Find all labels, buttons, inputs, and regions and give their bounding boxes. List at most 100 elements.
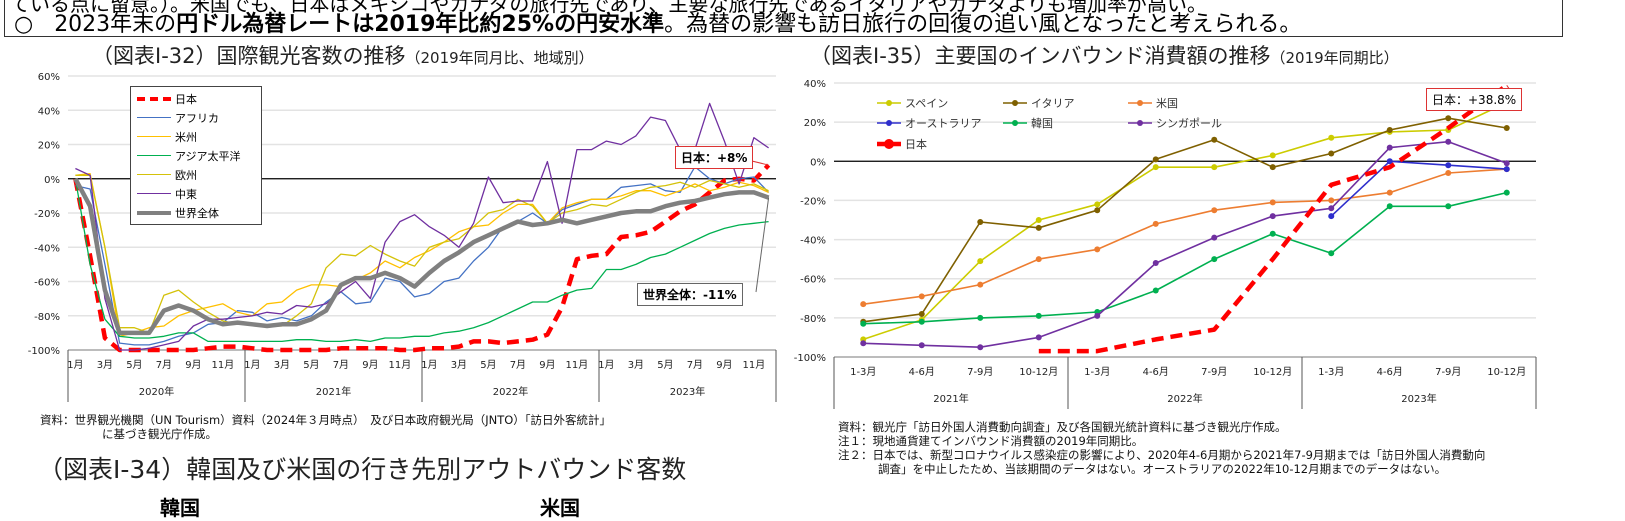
data-point [918, 342, 925, 349]
source-left: 資料：世界観光機関（UN Tourism）資料（2024年３月時点） 及び日本政… [40, 413, 611, 441]
legend-item: アフリカ [137, 108, 255, 127]
source-line: に基づき観光庁作成。 [102, 427, 217, 441]
x-tick-label: 3月 [451, 359, 467, 371]
x-tick-label: 1-3月 [1084, 366, 1110, 378]
y-tick-label: -40% [34, 243, 60, 254]
data-point [1386, 158, 1393, 165]
legend-label: アジア太平洋 [175, 149, 241, 163]
legend-item: 世界全体 [137, 203, 255, 222]
legend-label: 米州 [175, 130, 197, 144]
data-point [918, 310, 925, 317]
legend-marker [886, 120, 892, 126]
data-point [918, 318, 925, 325]
x-tick-label: 11月 [566, 359, 589, 371]
legend-marker [886, 100, 892, 106]
x-tick-label: 5月 [480, 359, 496, 371]
legend-label: 世界全体 [175, 206, 219, 220]
source-line: 資料：観光庁「訪日外国人消費動向調査」及び各国観光統計資料に基づき観光庁作成。 [838, 420, 1287, 434]
x-tick-label: 3月 [628, 359, 644, 371]
y-tick-label: -80% [34, 312, 60, 323]
x-tick-label: 7月 [687, 359, 703, 371]
legend-swatch [137, 96, 171, 101]
data-point [1035, 217, 1042, 223]
y-tick-label: 20% [38, 141, 60, 152]
next-chart-label-us: 米国 [540, 496, 580, 520]
data-point [860, 320, 867, 327]
legend-label: 中東 [175, 187, 197, 201]
x-tick-label: 4-6月 [909, 366, 935, 378]
annotation-japan: 日本：+8% [675, 146, 754, 169]
y-tick-label: -100% [794, 353, 826, 364]
x-tick-label: 5月 [303, 359, 319, 371]
subtitle-text: （2019年同月比、地域別） [405, 49, 594, 67]
x-tick-label: 1月 [67, 359, 83, 371]
cut-off-text-line: ている点に留意。）。米国でも、日本はメキシコやカナダの旅行先であり、主要な旅行先… [10, 0, 1207, 16]
legend-item: 中東 [137, 184, 255, 203]
data-point [1269, 230, 1276, 237]
bullet-text-post: 。為替の影響も訪日旅行の回復の追い風となったと考えられる。 [664, 12, 1302, 37]
y-tick-label: 0% [44, 175, 60, 186]
x-tick-label: 1月 [244, 359, 260, 371]
data-point [1211, 207, 1218, 214]
data-point [1094, 312, 1101, 319]
data-point [1035, 256, 1042, 263]
data-point [1152, 164, 1159, 171]
series-line [863, 117, 1507, 323]
legend-label: スペイン [905, 97, 948, 110]
annotation-japan: 日本：+38.8% [1426, 88, 1523, 111]
legend-marker [884, 139, 894, 149]
data-point [1211, 164, 1218, 171]
year-label: 2023年 [670, 385, 705, 398]
year-label: 2021年 [316, 385, 351, 398]
x-tick-label: 5月 [126, 359, 142, 371]
data-point [1094, 201, 1101, 208]
data-point [977, 344, 984, 351]
inbound-consumption-chart: 40% 20% 0% -20% -40% -60% -80% -100% 2021年 2022年 2… [794, 79, 1537, 409]
series-line [1038, 83, 1509, 354]
bullet-text-bold: 円ドル為替レートは2019年比約25%の円安水準 [176, 12, 665, 37]
data-point [1211, 234, 1218, 241]
bullet-text-pre: 2023年末の [54, 12, 177, 37]
data-point [1503, 125, 1510, 132]
data-point [1445, 162, 1452, 169]
chart-title-left: （図表Ⅰ-32）国際観光客数の推移（2019年同月比、地域別） [92, 40, 594, 70]
data-point [1152, 260, 1159, 267]
data-point [1152, 220, 1159, 227]
data-point [977, 281, 984, 288]
y-tick-label: -20% [800, 196, 826, 207]
international-tourists-chart: 60% 40% 20% 0% -20% -40% -60% -80% -100% 2020年 202… [28, 72, 777, 402]
x-tick-label: 10-12月 [1487, 366, 1526, 378]
annotation-world: 世界全体：-11% [637, 283, 743, 306]
data-point [977, 314, 984, 321]
legend-swatch [137, 210, 171, 215]
legend-marker [1137, 120, 1143, 126]
data-point [1269, 199, 1276, 206]
series-line [75, 174, 769, 334]
data-point [1503, 160, 1510, 167]
data-point [1386, 126, 1393, 133]
data-point [1328, 213, 1335, 220]
legend-marker [1012, 100, 1018, 106]
data-point [1269, 152, 1276, 159]
y-tick-label: -40% [800, 236, 826, 247]
data-point [1211, 136, 1218, 143]
data-point [1328, 197, 1335, 204]
legend-label: イタリア [1031, 97, 1075, 110]
x-tick-label: 7月 [333, 359, 349, 371]
legend-swatch [137, 174, 171, 175]
data-point [860, 340, 867, 347]
x-tick-label: 11月 [743, 359, 766, 371]
data-point [1152, 287, 1159, 294]
data-point [1269, 164, 1276, 171]
year-label: 2023年 [1401, 392, 1436, 405]
data-point [1445, 138, 1452, 145]
y-tick-label: 60% [38, 72, 60, 83]
summary-bullet: ○ 2023年末の円ドル為替レートは2019年比約25%の円安水準。為替の影響も… [14, 6, 1301, 38]
data-point [1035, 334, 1042, 341]
data-point [1035, 224, 1042, 231]
source-right: 資料：観光庁「訪日外国人消費動向調査」及び各国観光統計資料に基づき観光庁作成。 … [838, 420, 1485, 476]
x-tick-label: 1-3月 [850, 366, 876, 378]
data-point [1503, 166, 1510, 173]
legend-label: 韓国 [1031, 117, 1053, 130]
legend-label: 日本 [175, 92, 197, 106]
